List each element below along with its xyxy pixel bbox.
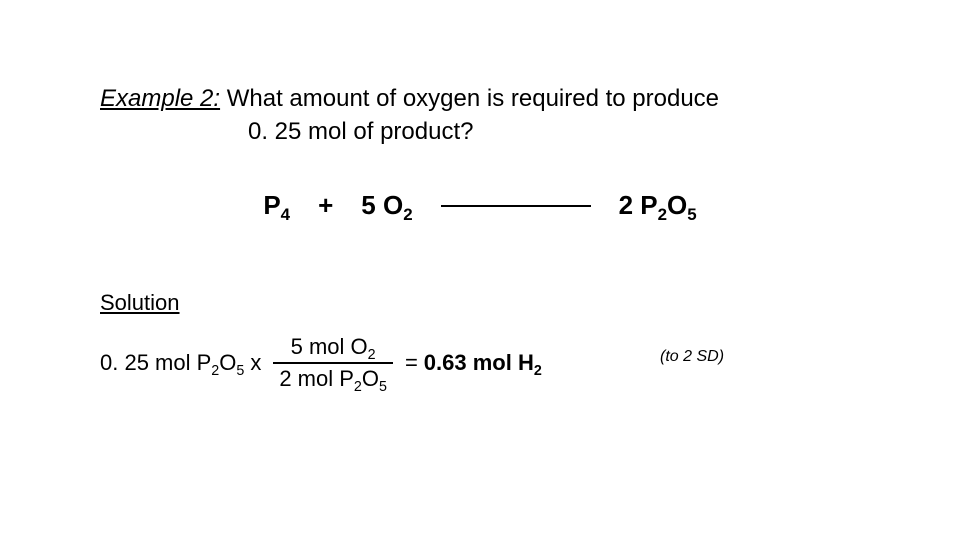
reaction-arrow [441, 205, 591, 207]
given-quantity: 0. 25 mol P2O5 [100, 350, 244, 376]
fraction-denominator: 2 mol P2O5 [273, 364, 393, 394]
question-line1: Example 2: What amount of oxygen is requ… [100, 85, 719, 113]
result-value: 0.63 mol H2 [424, 350, 542, 376]
mole-ratio-fraction: 5 mol O2 2 mol P2O5 [273, 332, 393, 394]
times-sign: x [250, 350, 261, 376]
reactant-o2: 5 O2 [361, 190, 412, 221]
solution-heading: Solution [100, 290, 180, 316]
calculation: 0. 25 mol P2O5 x 5 mol O2 2 mol P2O5 = 0… [100, 332, 542, 394]
equals-sign: = [405, 350, 418, 376]
fraction-numerator: 5 mol O2 [285, 332, 382, 362]
reactant-p4: P4 [263, 190, 290, 221]
question-text-1: What amount of oxygen is required to pro… [220, 85, 719, 112]
product-p2o5: 2 P2O5 [619, 190, 697, 221]
chemical-equation: P4 + 5 O2 2 P2O5 [0, 190, 960, 221]
question-line2: 0. 25 mol of product? [248, 118, 473, 146]
sig-fig-note: (to 2 SD) [660, 348, 724, 366]
example-label: Example 2: [100, 85, 220, 112]
plus-sign: + [318, 190, 333, 221]
